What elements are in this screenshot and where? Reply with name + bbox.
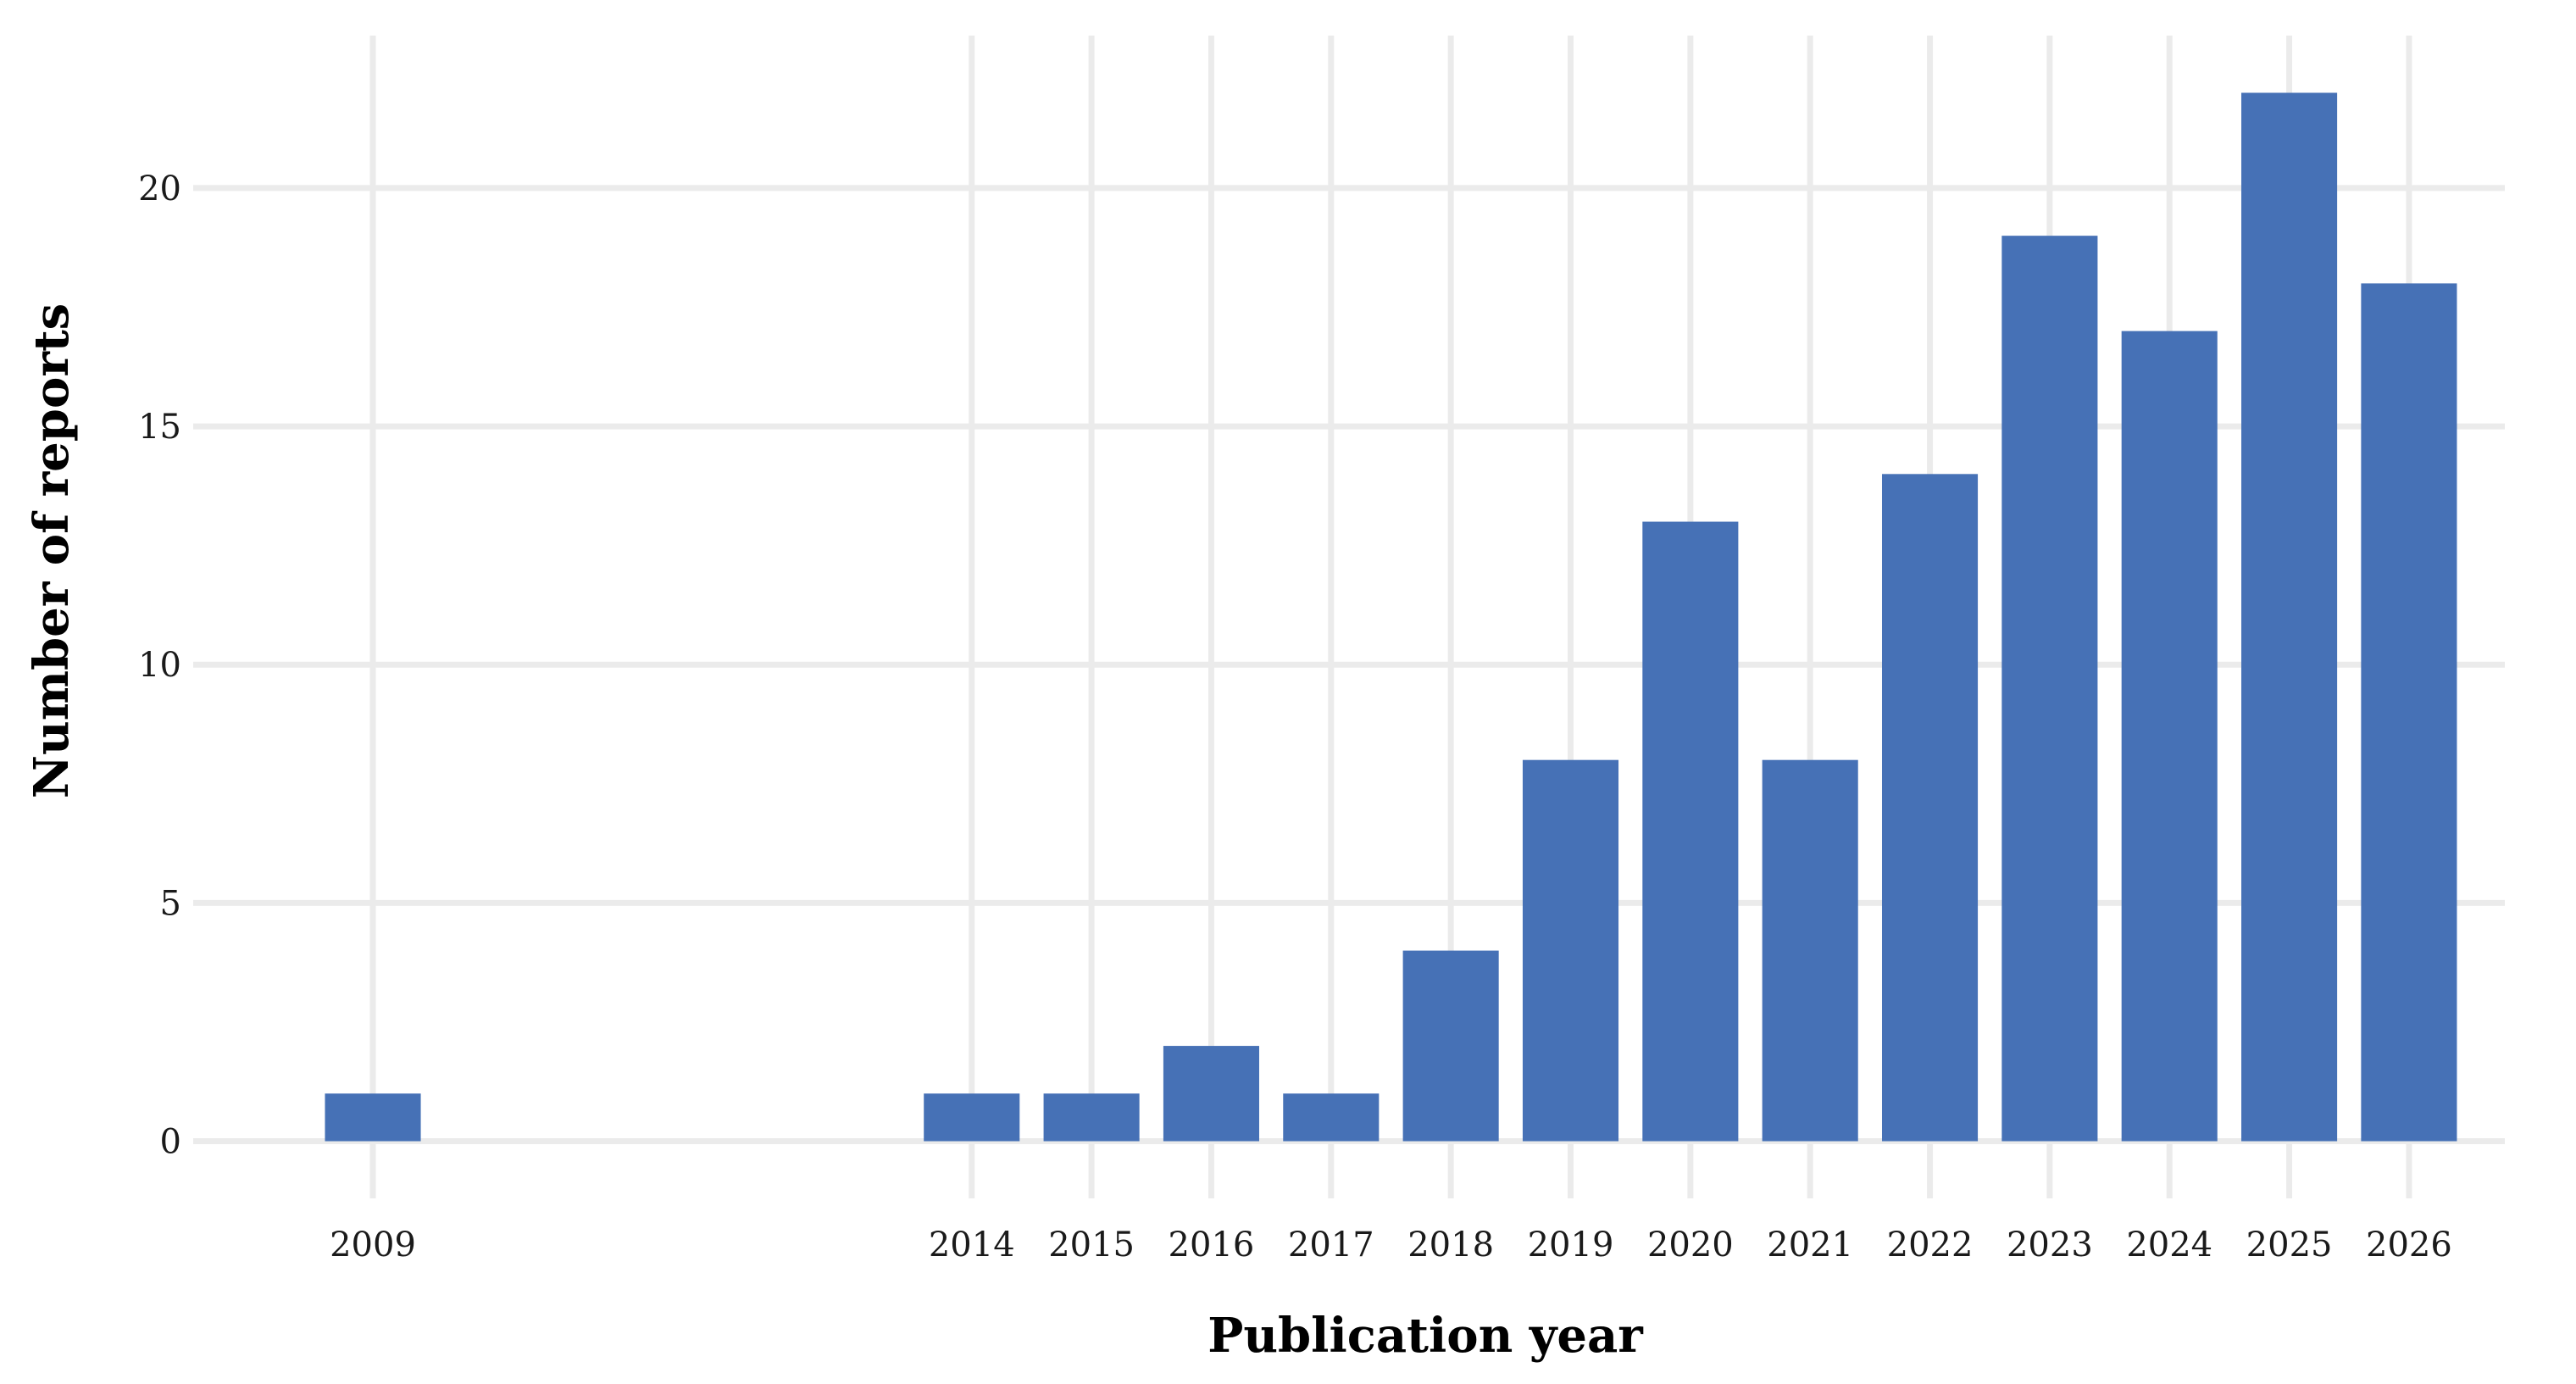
bar-2026 [2361, 283, 2457, 1142]
x-tick-label: 2016 [1169, 1226, 1255, 1264]
x-tick-label: 2014 [929, 1226, 1015, 1264]
bars [325, 92, 2457, 1142]
x-tick-label: 2017 [1288, 1226, 1374, 1264]
bar-2009 [325, 1093, 421, 1142]
y-tick-label: 5 [160, 884, 181, 923]
y-tick-label: 15 [138, 408, 181, 447]
x-tick-label: 2022 [1887, 1226, 1974, 1264]
x-tick-label: 2018 [1407, 1226, 1494, 1264]
x-tick-label: 2023 [2007, 1226, 2093, 1264]
y-axis-title: Number of reports [24, 303, 80, 798]
y-tick-label: 0 [160, 1123, 181, 1162]
y-tick-label: 20 [138, 170, 181, 208]
x-tick-label: 2024 [2126, 1226, 2212, 1264]
bar-2015 [1043, 1093, 1140, 1142]
bar-2017 [1283, 1093, 1380, 1142]
bar-2022 [1881, 474, 1979, 1142]
x-tick-label: 2009 [330, 1226, 416, 1264]
bar-2020 [1642, 521, 1739, 1142]
y-axis-tick-labels: 0 5 10 15 20 [138, 170, 181, 1162]
bar-2021 [1762, 759, 1858, 1142]
x-tick-label: 2020 [1647, 1226, 1734, 1264]
bar-2019 [1522, 759, 1619, 1142]
bar-2014 [924, 1093, 1020, 1142]
bar-2024 [2121, 331, 2218, 1142]
x-tick-label: 2015 [1048, 1226, 1135, 1264]
bar-2023 [2001, 236, 2098, 1142]
x-tick-label: 2021 [1767, 1226, 1853, 1264]
x-axis-title: Publication year [1208, 1308, 1644, 1364]
x-tick-label: 2025 [2246, 1226, 2333, 1264]
x-axis-tick-labels: 2009 2014 2015 2016 2017 2018 2019 2020 2021 2022… [330, 1226, 2452, 1264]
bar-2018 [1402, 950, 1499, 1142]
y-tick-label: 10 [138, 646, 181, 685]
bar-2016 [1163, 1046, 1259, 1142]
bar-2025 [2241, 92, 2338, 1142]
x-tick-label: 2019 [1528, 1226, 1614, 1264]
x-tick-label: 2026 [2366, 1226, 2452, 1264]
